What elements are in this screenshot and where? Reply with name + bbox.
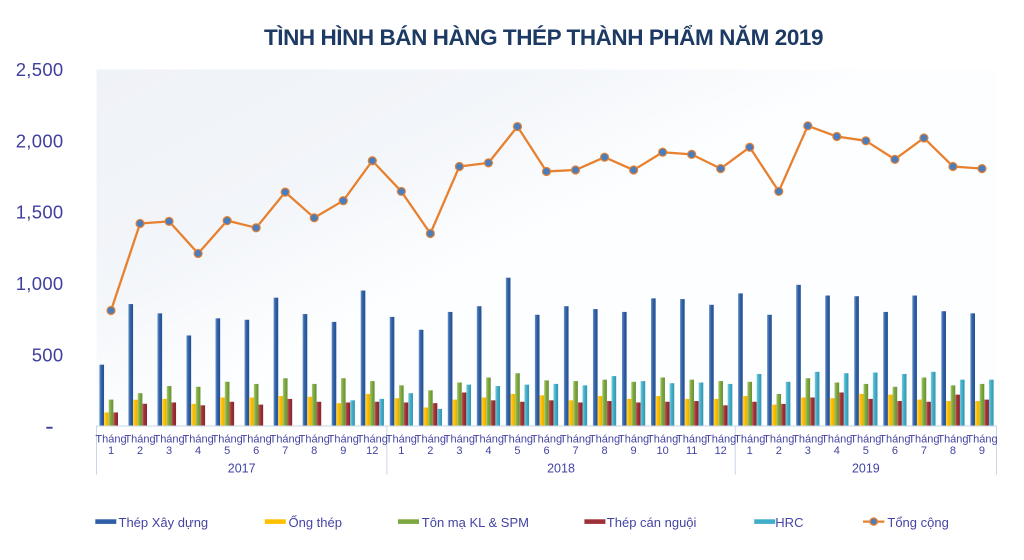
svg-text:3: 3: [166, 445, 172, 457]
svg-text:Tổng cộng: Tổng cộng: [887, 515, 948, 530]
svg-text:HRC: HRC: [775, 515, 803, 530]
svg-text:2: 2: [776, 445, 782, 457]
svg-text:6: 6: [543, 445, 549, 457]
svg-text:Tháng: Tháng: [153, 434, 184, 446]
svg-text:Tháng: Tháng: [415, 434, 446, 446]
svg-text:12: 12: [366, 445, 378, 457]
svg-text:Tháng: Tháng: [386, 434, 417, 446]
svg-text:Tháng: Tháng: [763, 434, 794, 446]
svg-text:2,000: 2,000: [16, 130, 64, 151]
svg-text:7: 7: [282, 445, 288, 457]
svg-text:3: 3: [456, 445, 462, 457]
svg-text:1,500: 1,500: [16, 202, 64, 223]
svg-text:Tháng: Tháng: [357, 434, 388, 446]
svg-text:Tháng: Tháng: [879, 434, 910, 446]
svg-text:5: 5: [863, 445, 869, 457]
svg-text:1: 1: [108, 445, 114, 457]
svg-text:Tháng: Tháng: [299, 434, 330, 446]
svg-text:Tháng: Tháng: [705, 434, 736, 446]
svg-text:2017: 2017: [228, 462, 256, 476]
svg-text:6: 6: [253, 445, 259, 457]
svg-text:500: 500: [32, 344, 64, 365]
svg-text:3: 3: [805, 445, 811, 457]
svg-text:Tháng: Tháng: [212, 434, 243, 446]
svg-text:Tháng: Tháng: [270, 434, 301, 446]
svg-text:TÌNH HÌNH BÁN HÀNG THÉP THÀNH: TÌNH HÌNH BÁN HÀNG THÉP THÀNH PHẨM NĂM 2…: [264, 25, 823, 50]
svg-text:9: 9: [631, 445, 637, 457]
svg-text:Tháng: Tháng: [531, 434, 562, 446]
svg-text:7: 7: [921, 445, 927, 457]
svg-text:Tháng: Tháng: [966, 434, 997, 446]
svg-text:9: 9: [979, 445, 985, 457]
svg-text:1: 1: [398, 445, 404, 457]
svg-text:Tháng: Tháng: [908, 434, 939, 446]
svg-text:7: 7: [572, 445, 578, 457]
svg-text:2,500: 2,500: [16, 59, 64, 80]
svg-text:10: 10: [657, 445, 669, 457]
svg-text:Tôn mạ KL & SPM: Tôn mạ KL & SPM: [422, 515, 529, 530]
svg-text:4: 4: [195, 445, 201, 457]
svg-text:8: 8: [311, 445, 317, 457]
svg-text:9: 9: [340, 445, 346, 457]
svg-text:Tháng: Tháng: [502, 434, 533, 446]
svg-text:12: 12: [715, 445, 727, 457]
svg-text:1,000: 1,000: [16, 273, 64, 294]
svg-text:Tháng: Tháng: [647, 434, 678, 446]
svg-text:Ống thép: Ống thép: [289, 515, 343, 530]
svg-text:4: 4: [834, 445, 840, 457]
svg-text:8: 8: [601, 445, 607, 457]
svg-text:2: 2: [137, 445, 143, 457]
svg-text:4: 4: [485, 445, 491, 457]
svg-text:Tháng: Tháng: [734, 434, 765, 446]
svg-text:Tháng: Tháng: [473, 434, 504, 446]
svg-text:Thép cán nguội: Thép cán nguội: [607, 515, 697, 530]
svg-text:Tháng: Tháng: [937, 434, 968, 446]
svg-text:Tháng: Tháng: [328, 434, 359, 446]
svg-text:Tháng: Tháng: [589, 434, 620, 446]
svg-text:Tháng: Tháng: [95, 434, 126, 446]
svg-text:Tháng: Tháng: [444, 434, 475, 446]
svg-text:2018: 2018: [547, 462, 575, 476]
svg-text:11: 11: [686, 445, 697, 457]
svg-text:Tháng: Tháng: [850, 434, 881, 446]
svg-text:Tháng: Tháng: [618, 434, 649, 446]
svg-text:6: 6: [892, 445, 898, 457]
svg-text:Thép Xây dựng: Thép Xây dựng: [119, 515, 209, 530]
svg-text:1: 1: [747, 445, 753, 457]
svg-text:Tháng: Tháng: [560, 434, 591, 446]
svg-text:Tháng: Tháng: [676, 434, 707, 446]
svg-text:2: 2: [427, 445, 433, 457]
svg-text:8: 8: [950, 445, 956, 457]
svg-text:Tháng: Tháng: [821, 434, 852, 446]
svg-text:5: 5: [514, 445, 520, 457]
svg-text:5: 5: [224, 445, 230, 457]
svg-text:Tháng: Tháng: [241, 434, 272, 446]
svg-text:Tháng: Tháng: [792, 434, 823, 446]
svg-text:2019: 2019: [852, 462, 880, 476]
svg-text:Tháng: Tháng: [124, 434, 155, 446]
svg-text:Tháng: Tháng: [183, 434, 214, 446]
